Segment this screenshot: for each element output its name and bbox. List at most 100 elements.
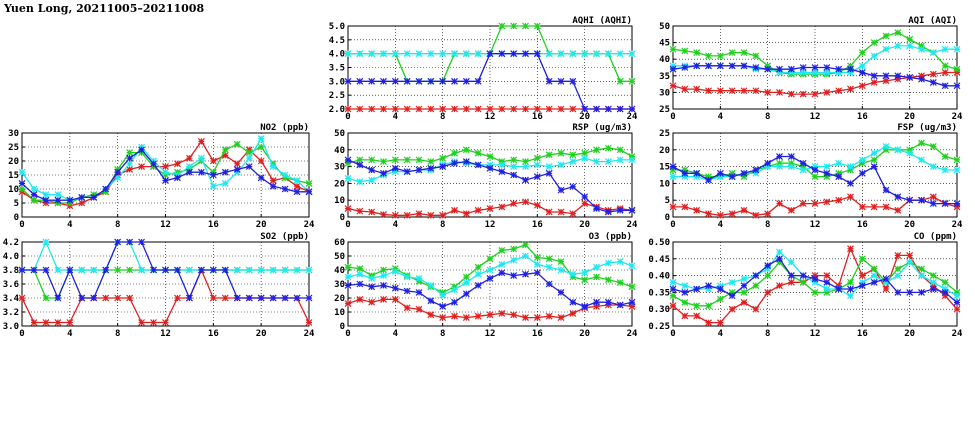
x-tick-label: 12: [160, 329, 171, 339]
data-point: [728, 49, 736, 56]
data-point: [138, 238, 146, 246]
data-point: [498, 309, 506, 317]
y-tick-label: 3.0: [3, 322, 19, 332]
data-point: [811, 278, 819, 286]
data-point: [604, 105, 612, 113]
data-point: [906, 74, 914, 81]
chart-title: NO2 (ppb): [260, 123, 309, 133]
data-point: [669, 82, 677, 90]
data-point: [90, 294, 98, 302]
data-point: [929, 285, 937, 293]
data-point: [522, 158, 529, 165]
data-point: [764, 265, 772, 273]
data-point: [344, 159, 352, 167]
x-tick-label: 24: [627, 112, 638, 122]
series-aqhi-series-3: [344, 50, 636, 113]
data-point: [427, 281, 435, 289]
data-point: [380, 50, 387, 58]
data-point: [693, 302, 701, 310]
data-point: [344, 156, 352, 164]
data-point: [953, 292, 961, 300]
data-point: [776, 200, 783, 207]
data-point: [764, 210, 772, 218]
data-point: [941, 82, 949, 90]
data-point: [209, 157, 217, 165]
data-point: [257, 157, 265, 165]
series-o3-series-3: [344, 269, 636, 310]
data-point: [918, 265, 925, 273]
y-tick-label: 0: [14, 213, 19, 223]
data-point: [197, 154, 205, 162]
data-point: [344, 174, 352, 182]
data-point: [847, 245, 854, 253]
data-point: [799, 272, 807, 280]
data-point: [486, 255, 494, 263]
x-tick-label: 20: [904, 329, 915, 339]
data-point: [162, 266, 169, 274]
data-point: [305, 319, 313, 326]
y-tick-label: 3.4: [3, 294, 20, 304]
data-point: [823, 288, 831, 296]
data-point: [356, 265, 364, 273]
data-point: [929, 193, 937, 201]
x-tick-label: 12: [485, 329, 496, 339]
data-point: [569, 151, 577, 159]
data-point: [858, 203, 866, 211]
data-point: [281, 294, 289, 302]
data-point: [269, 182, 277, 190]
data-point: [847, 163, 854, 171]
y-tick-label: 20: [659, 146, 670, 156]
data-point: [823, 173, 831, 181]
data-point: [823, 198, 831, 206]
y-tick-label: 4.0: [329, 50, 345, 60]
data-point: [752, 87, 760, 95]
data-point: [545, 163, 553, 171]
data-point: [941, 45, 949, 53]
data-point: [669, 65, 677, 73]
data-point: [391, 156, 399, 164]
data-point: [30, 191, 38, 199]
x-tick-label: 24: [952, 112, 963, 122]
data-point: [78, 193, 86, 201]
data-point: [533, 260, 541, 268]
y-tick-label: 4.0: [3, 252, 19, 262]
data-point: [126, 238, 134, 246]
y-tick-label: 3.6: [3, 280, 19, 290]
data-point: [953, 166, 961, 174]
data-point: [894, 252, 902, 259]
data-point: [415, 50, 423, 58]
data-point: [953, 203, 961, 211]
data-point: [858, 255, 866, 263]
data-point: [929, 49, 937, 56]
data-point: [870, 203, 878, 211]
data-point: [858, 278, 866, 286]
data-point: [344, 281, 352, 289]
data-point: [941, 200, 949, 207]
data-point: [510, 245, 518, 253]
data-point: [462, 50, 470, 58]
data-point: [593, 105, 600, 113]
data-point: [669, 292, 677, 300]
data-point: [728, 87, 736, 95]
data-point: [569, 298, 577, 306]
data-point: [474, 77, 482, 85]
data-point: [764, 272, 772, 280]
data-point: [114, 294, 122, 302]
data-point: [870, 39, 878, 47]
data-point: [953, 156, 961, 164]
data-point: [498, 168, 506, 176]
data-point: [941, 62, 949, 70]
data-point: [391, 295, 399, 303]
data-point: [569, 77, 577, 85]
data-point: [858, 82, 866, 90]
data-point: [415, 210, 423, 218]
data-point: [18, 266, 26, 274]
data-point: [462, 210, 470, 218]
data-point: [486, 266, 494, 274]
data-point: [740, 299, 748, 306]
x-tick-label: 12: [485, 112, 496, 122]
data-point: [752, 272, 760, 280]
x-tick-label: 4: [718, 329, 724, 339]
data-point: [185, 294, 193, 302]
data-point: [929, 282, 937, 290]
